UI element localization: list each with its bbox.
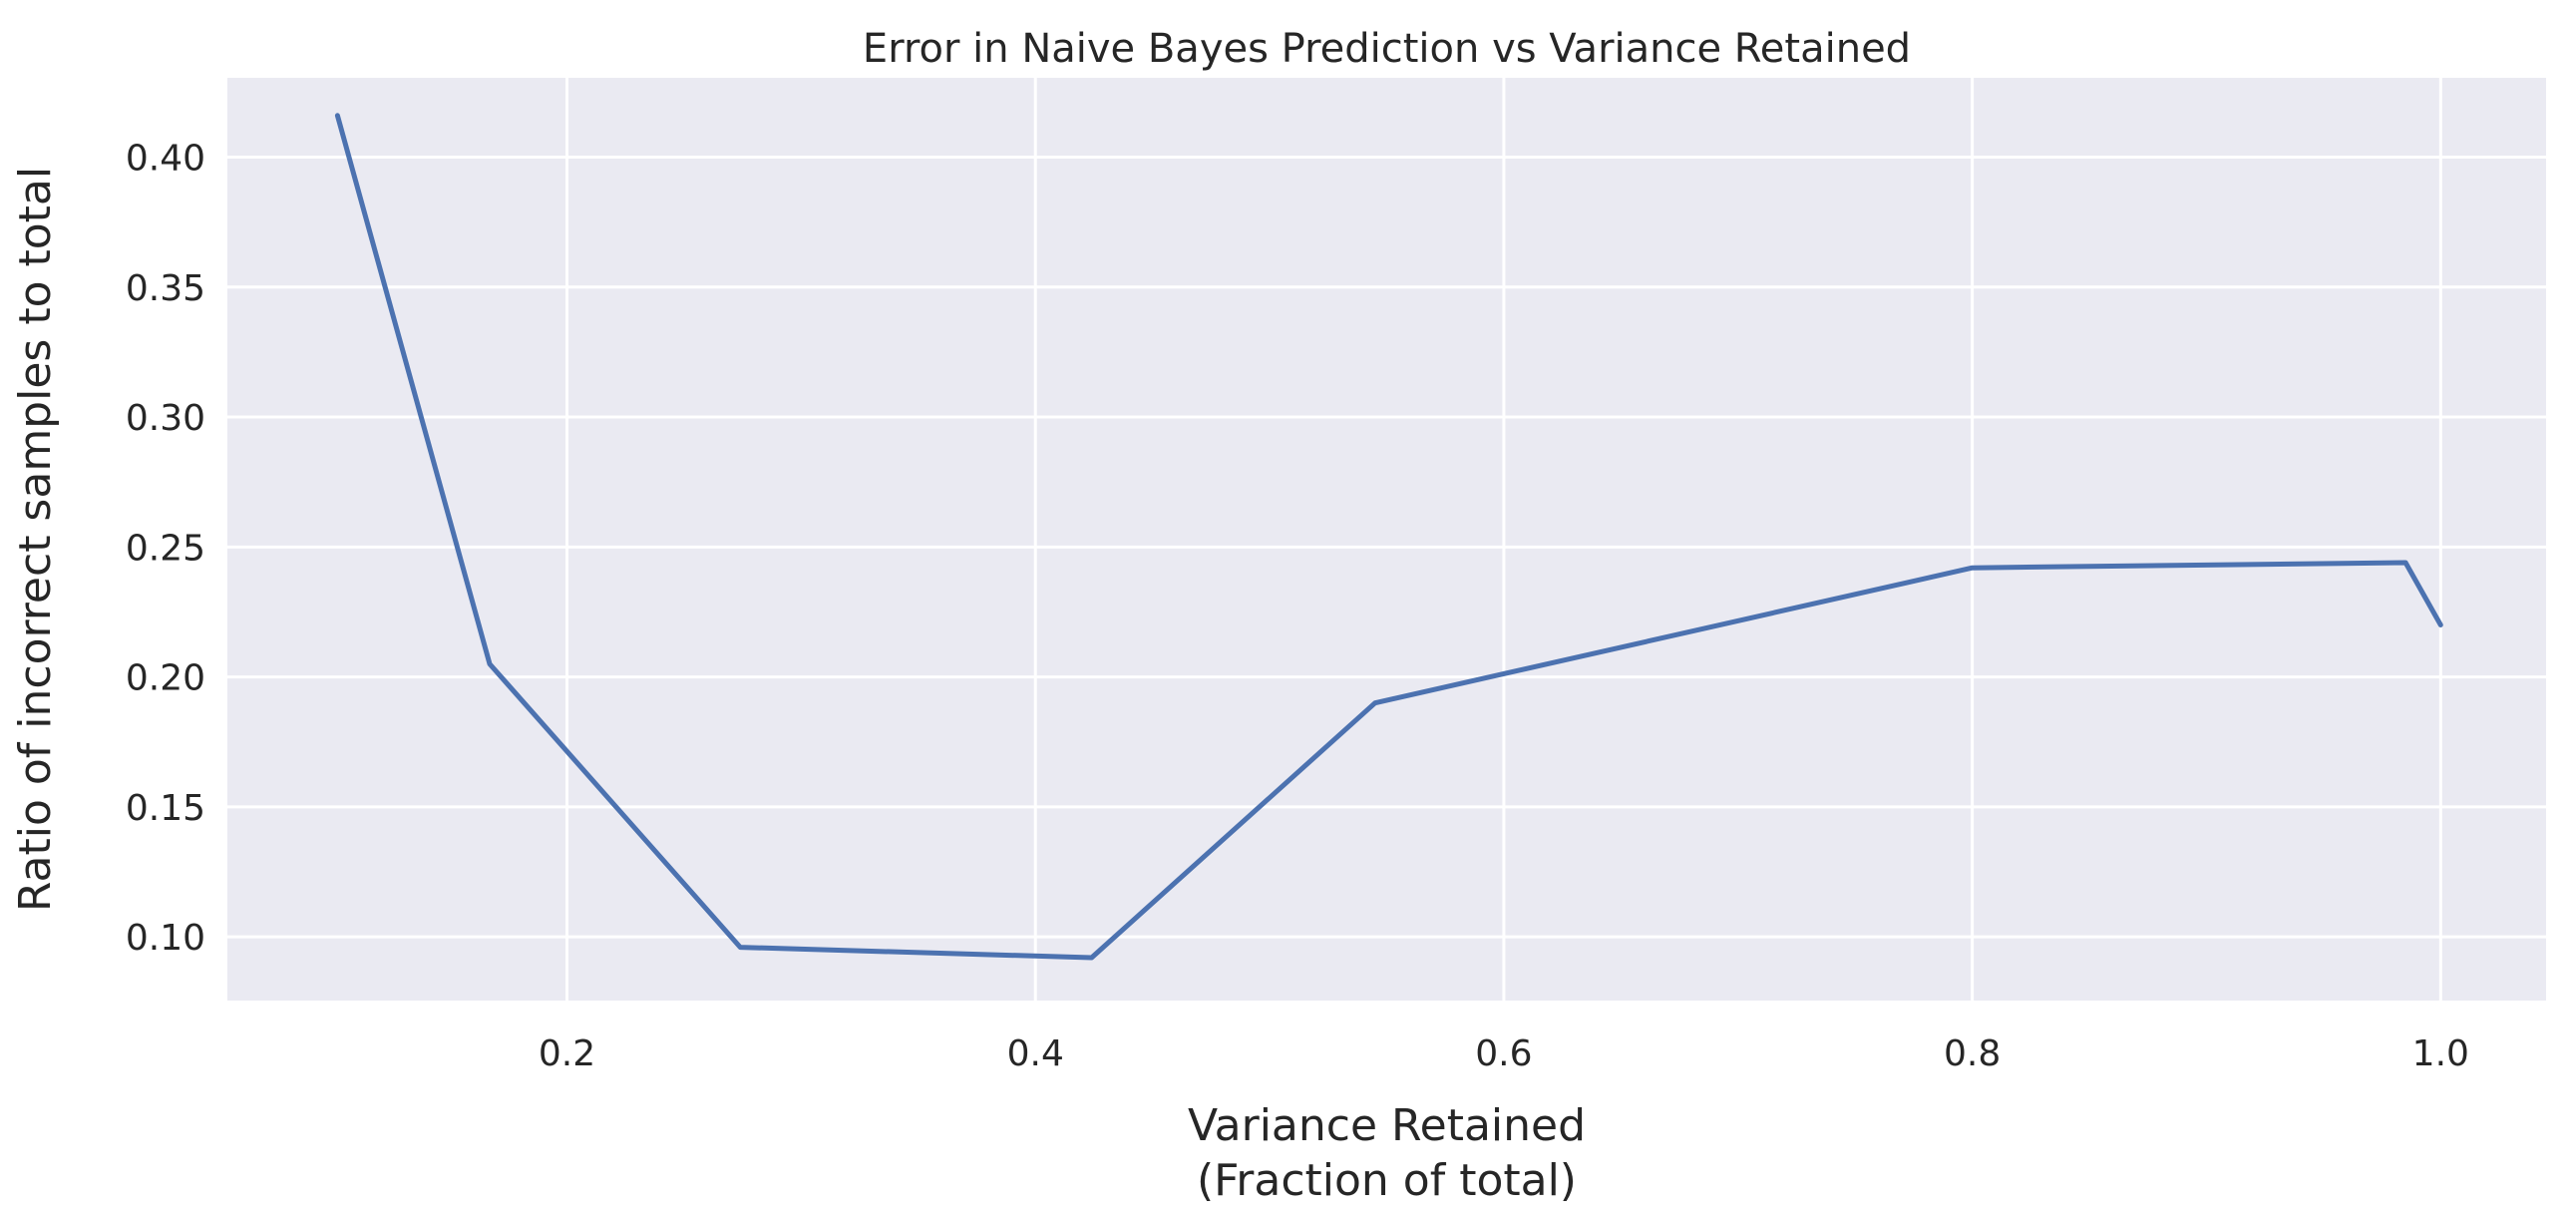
- x-axis-ticks: 0.2 0.4 0.6 0.8 1.0: [539, 1033, 2469, 1074]
- y-tick-label: 0.35: [126, 268, 205, 309]
- x-axis-label-subtitle: (Fraction of total): [1197, 1155, 1577, 1206]
- x-tick-label: 0.8: [1944, 1033, 2001, 1074]
- y-axis-label: Ratio of incorrect samples to total: [10, 167, 61, 912]
- y-tick-label: 0.25: [126, 528, 205, 569]
- y-tick-label: 0.30: [126, 398, 205, 439]
- series-layer: [334, 113, 2443, 961]
- y-tick-label: 0.40: [126, 138, 205, 179]
- x-tick-label: 0.2: [539, 1033, 595, 1074]
- plot-area: [227, 78, 2546, 1001]
- y-axis-ticks: 0.10 0.15 0.20 0.25 0.30 0.35 0.40: [126, 138, 205, 959]
- y-tick-label: 0.15: [126, 788, 205, 829]
- x-tick-label: 0.4: [1007, 1033, 1064, 1074]
- x-tick-label: 0.6: [1475, 1033, 1532, 1074]
- series-line: [334, 113, 2443, 961]
- x-tick-label: 1.0: [2412, 1033, 2469, 1074]
- chart-title: Error in Naive Bayes Prediction vs Varia…: [863, 26, 1911, 72]
- x-axis-label: Variance Retained: [1188, 1100, 1586, 1151]
- y-tick-label: 0.20: [126, 658, 205, 699]
- y-tick-label: 0.10: [126, 918, 205, 959]
